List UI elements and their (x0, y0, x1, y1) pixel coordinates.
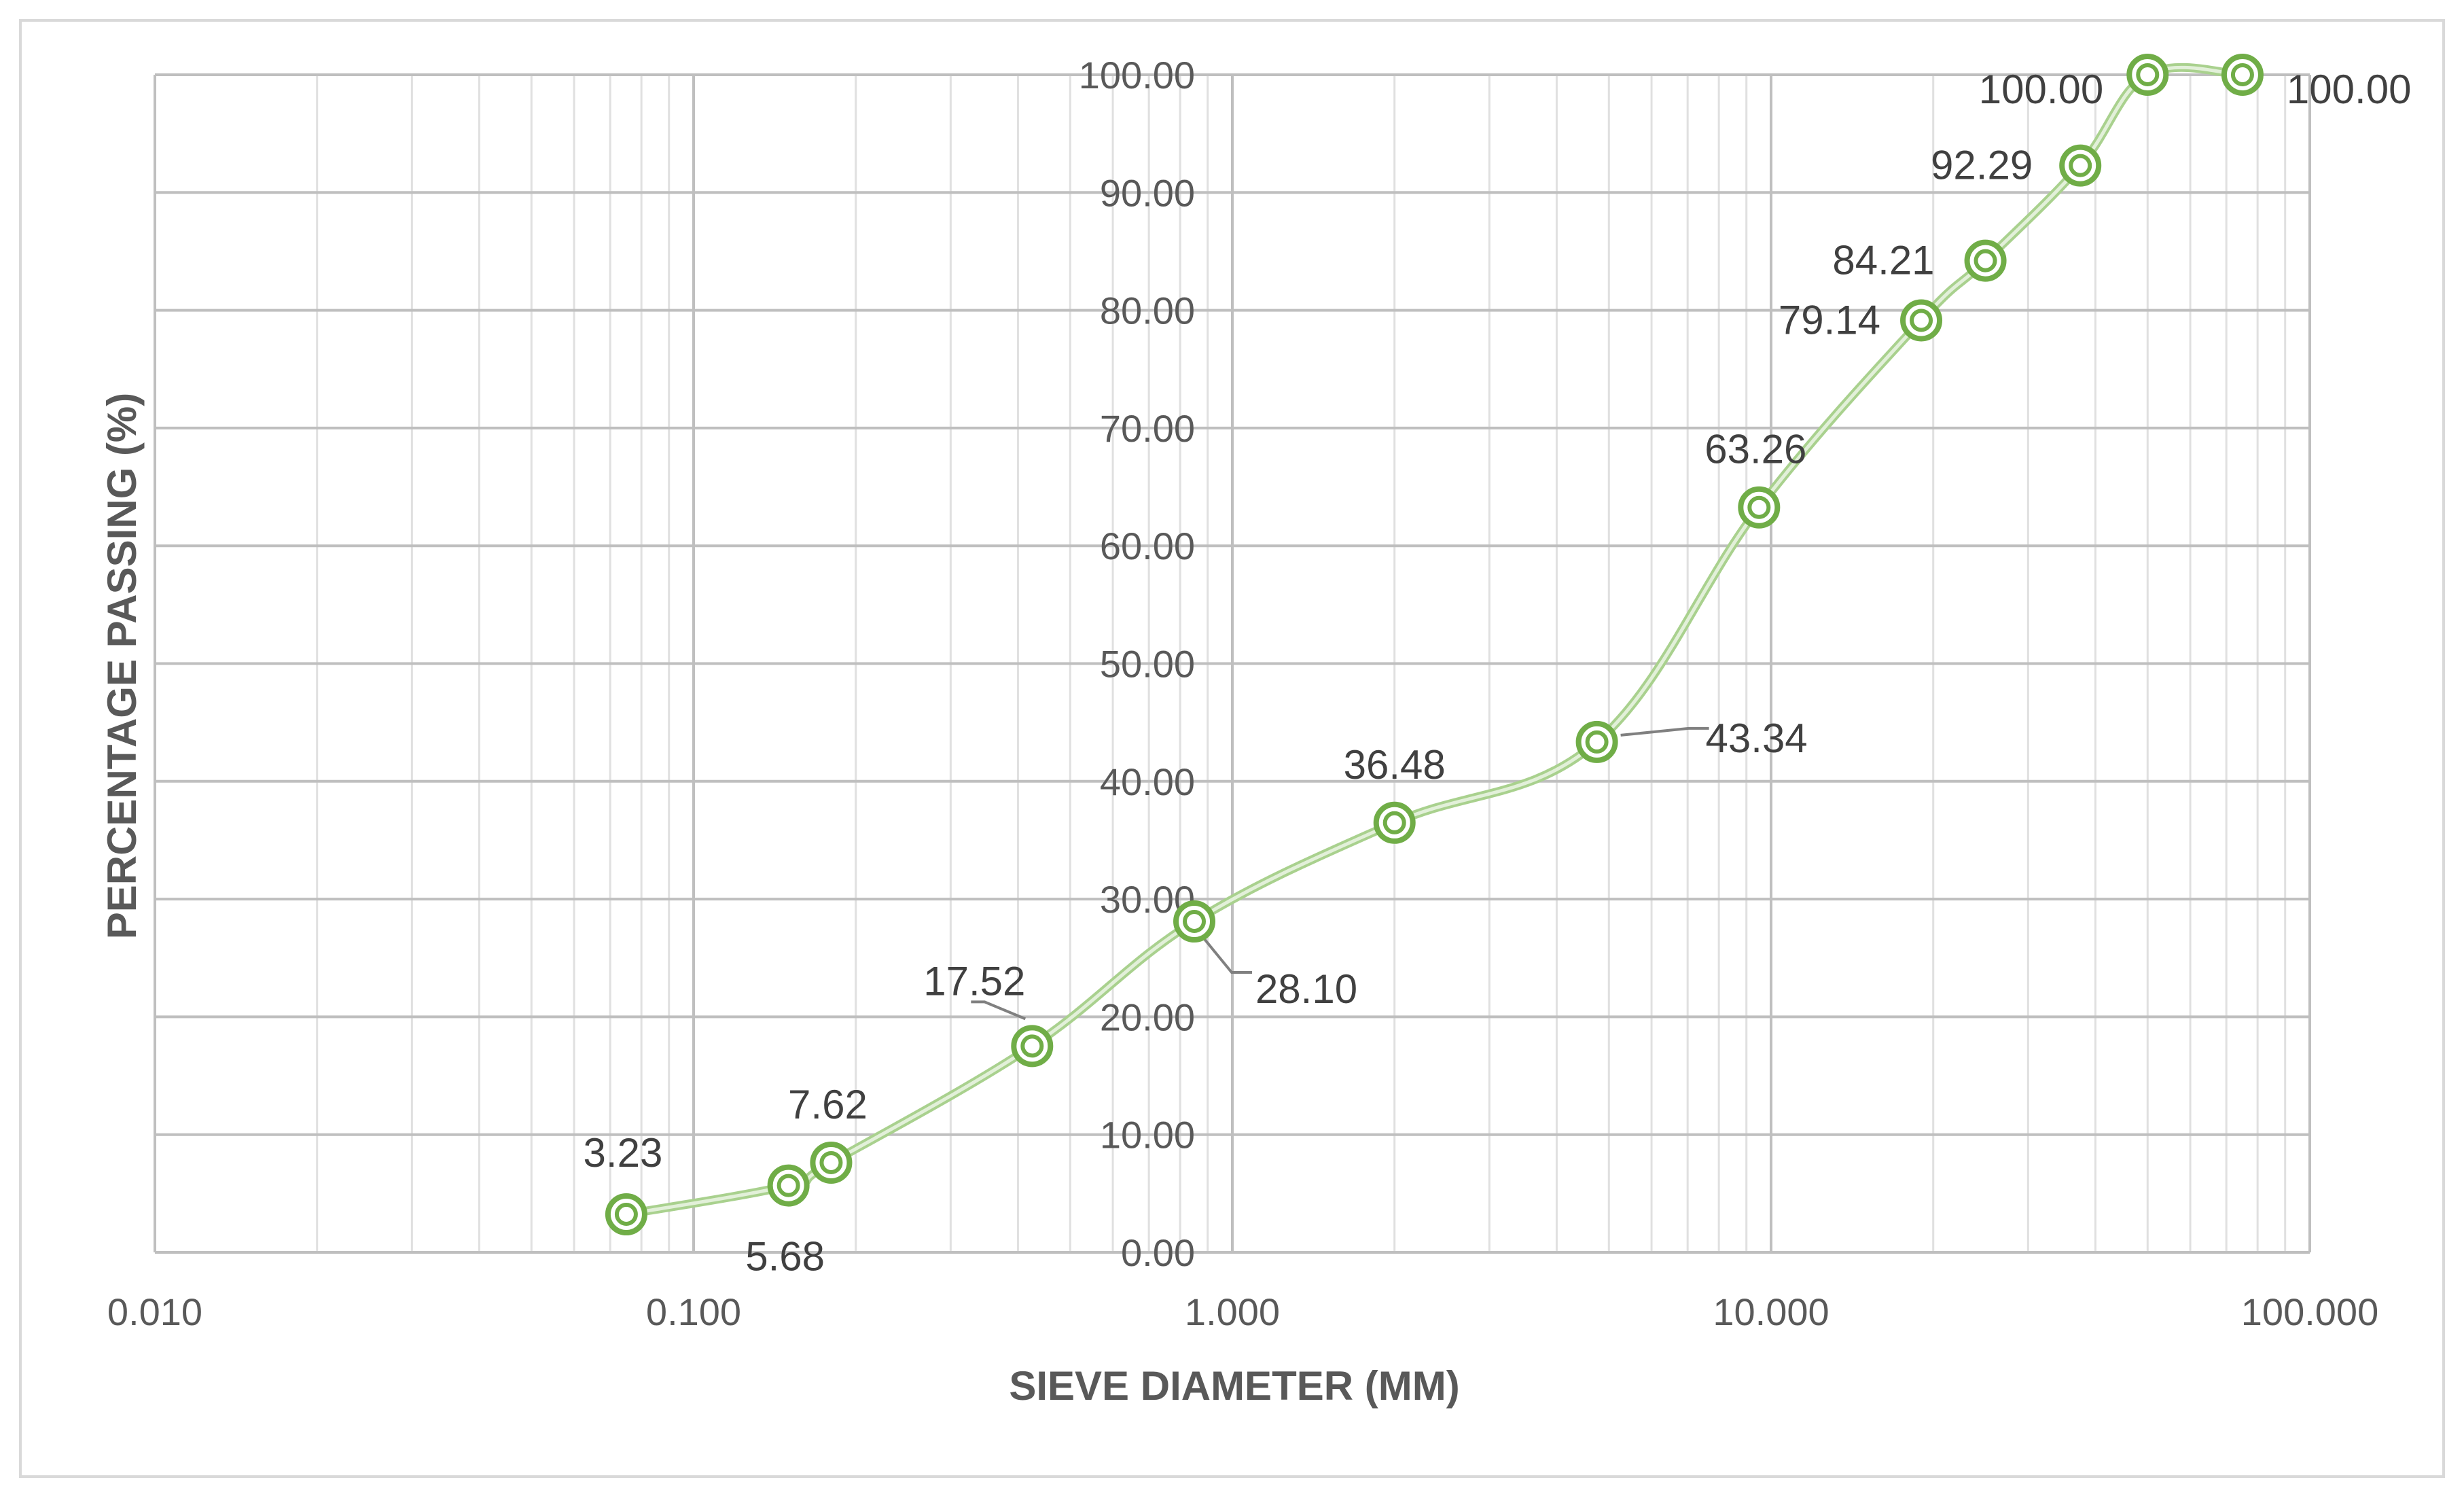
data-point-inner-ring (1382, 811, 1406, 834)
series-line-layer (625, 63, 2243, 1219)
y-tick-label: 60.00 (1100, 525, 1195, 567)
data-label-leader (1620, 726, 1709, 737)
x-tick-label: 1.000 (1185, 1290, 1280, 1333)
data-point-inner-ring (2069, 154, 2092, 177)
y-tick-label: 10.00 (1100, 1114, 1195, 1157)
data-point-inner-ring (819, 1150, 843, 1174)
x-tick-label: 10.000 (1713, 1290, 1829, 1333)
series-line-outer (625, 63, 2243, 1219)
data-point-inner-ring (1585, 730, 1609, 754)
data-point-inner-ring (1183, 910, 1207, 934)
data-label: 92.29 (1931, 143, 2033, 188)
data-label: 79.14 (1779, 298, 1880, 343)
data-point-inner-ring (614, 1203, 638, 1227)
data-label: 100.00 (2287, 67, 2412, 112)
x-tick-label: 100.000 (2241, 1290, 2378, 1333)
data-label: 63.26 (1704, 427, 1806, 472)
data-label: 28.10 (1255, 966, 1357, 1012)
data-point (1373, 801, 1416, 844)
data-point (2126, 54, 2169, 96)
data-point-inner-ring (776, 1174, 800, 1197)
data-label: 3.23 (584, 1130, 663, 1176)
x-tick-label: 0.100 (646, 1290, 741, 1333)
data-point-inner-ring (1974, 249, 1997, 272)
data-label: 43.34 (1706, 716, 1808, 761)
data-point (605, 1193, 647, 1236)
data-labels: 3.23 5.68 7.62 17.52 28.10 36.48 43.34 63.26 79.… (584, 67, 2412, 1280)
data-point (810, 1141, 853, 1184)
data-point (1011, 1025, 1054, 1068)
leader-lines (971, 726, 1709, 1021)
y-tick-label: 50.00 (1100, 643, 1195, 686)
data-label: 5.68 (745, 1234, 825, 1280)
data-point-inner-ring (1910, 309, 1933, 332)
y-tick-label: 40.00 (1100, 760, 1195, 803)
x-tick-label: 0.010 (107, 1290, 202, 1333)
y-axis-title: PERCENTAGE PASSING (%) (99, 393, 145, 940)
y-tick-label: 20.00 (1100, 996, 1195, 1038)
data-label: 36.48 (1344, 742, 1446, 788)
data-point-inner-ring (1020, 1034, 1044, 1058)
data-point (1900, 299, 1943, 342)
data-point (767, 1164, 810, 1207)
data-label: 7.62 (788, 1082, 868, 1127)
y-tick-label: 80.00 (1100, 289, 1195, 332)
x-axis-title: SIEVE DIAMETER (MM) (1009, 1363, 1459, 1409)
data-label: 17.52 (923, 958, 1025, 1004)
data-point (1173, 900, 1216, 943)
data-point-inner-ring (2230, 63, 2254, 86)
data-point (2059, 144, 2102, 187)
data-point-inner-ring (2136, 63, 2160, 86)
data-point (1575, 720, 1618, 763)
y-tick-labels: 0.0010.0020.0030.0040.0050.0060.0070.008… (1079, 54, 1195, 1274)
x-tick-labels: 0.010 0.100 1.000 10.000 100.000 (107, 1290, 2378, 1333)
data-point (1738, 486, 1781, 529)
y-tick-label: 100.00 (1079, 54, 1195, 96)
data-point (1964, 239, 2007, 282)
y-tick-label: 0.00 (1121, 1231, 1195, 1274)
data-point-inner-ring (1747, 495, 1771, 519)
series-line-core (626, 65, 2243, 1216)
data-label-leader (971, 1000, 1026, 1021)
data-label-leader (1200, 934, 1253, 974)
data-point (2221, 54, 2264, 96)
data-markers (605, 54, 2264, 1236)
y-tick-label: 70.00 (1100, 407, 1195, 450)
y-tick-label: 90.00 (1100, 171, 1195, 214)
data-label: 84.21 (1832, 238, 1934, 283)
data-label: 100.00 (1979, 67, 2104, 112)
